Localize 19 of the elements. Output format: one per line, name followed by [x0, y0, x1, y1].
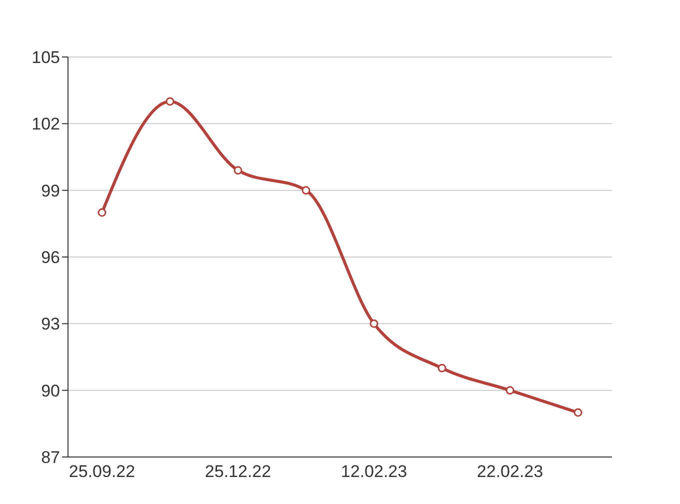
y-tick-label: 96 [41, 248, 60, 268]
y-tick-label: 93 [41, 314, 60, 334]
y-tick-label: 90 [41, 381, 60, 400]
point [166, 97, 174, 106]
point [370, 319, 378, 328]
point [234, 166, 242, 175]
y-tick-label: 99 [41, 181, 60, 200]
point [98, 208, 106, 217]
x-tick-label: 25.09.22 [68, 462, 136, 482]
y-tick-label: 102 [32, 114, 60, 134]
point [438, 364, 446, 372]
point [506, 386, 514, 395]
point [302, 186, 310, 195]
y-tick-label: 87 [41, 448, 60, 468]
x-tick-label: 22.02.23 [476, 462, 544, 482]
x-tick-label: 12.02.23 [340, 462, 408, 482]
y-tick-label: 105 [32, 48, 60, 68]
point [574, 408, 582, 417]
x-tick-label: 25.12.22 [204, 462, 272, 482]
